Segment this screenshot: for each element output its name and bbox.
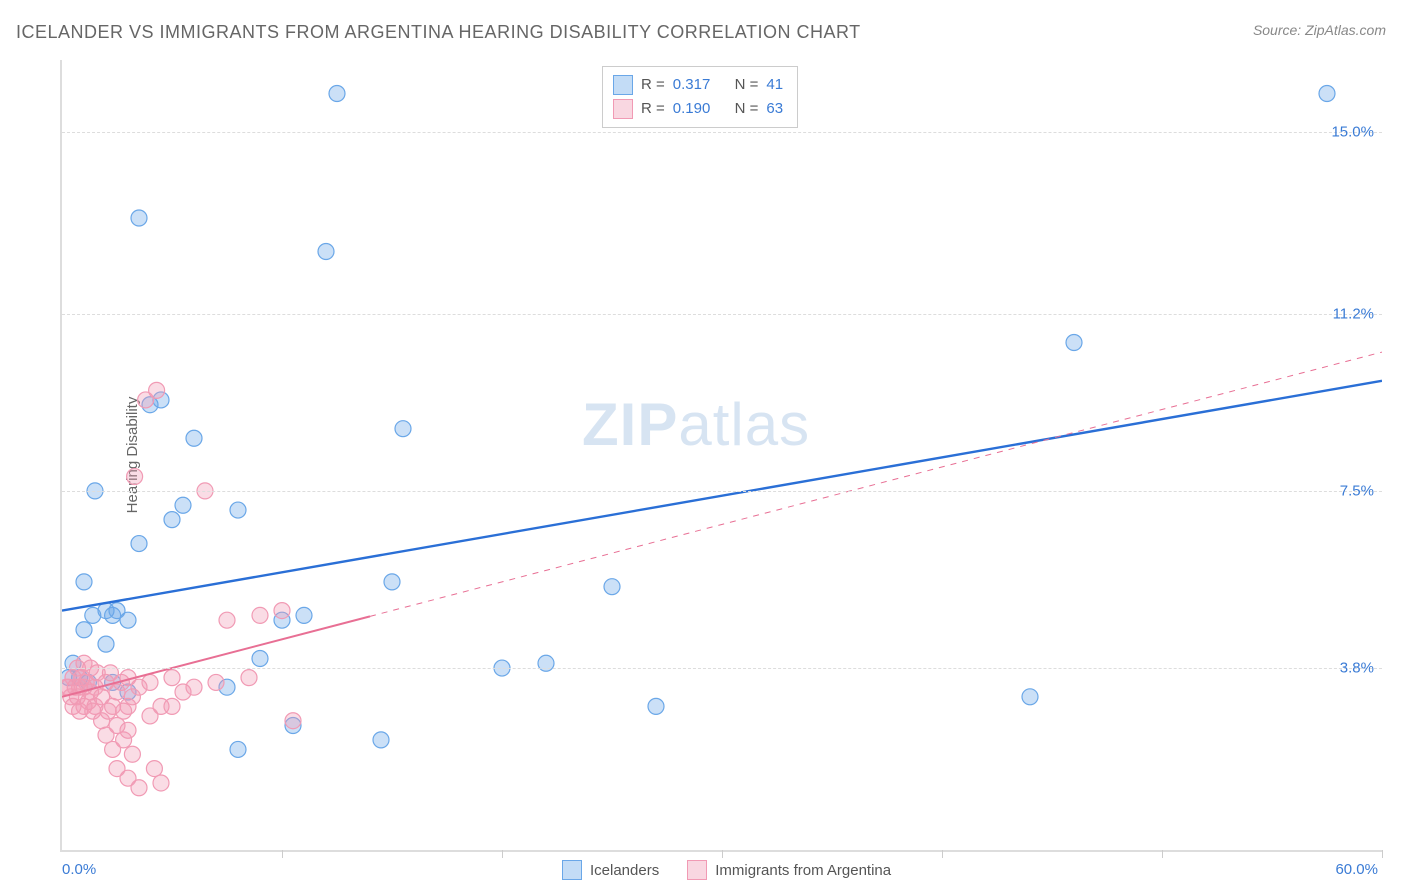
x-tick xyxy=(942,850,943,858)
scatter-point-icon xyxy=(76,622,92,638)
scatter-point-icon xyxy=(285,713,301,729)
scatter-point-icon xyxy=(175,497,191,513)
scatter-point-icon xyxy=(131,536,147,552)
scatter-point-icon xyxy=(153,775,169,791)
trend-line xyxy=(62,381,1382,611)
scatter-point-icon xyxy=(149,382,165,398)
x-tick xyxy=(1382,850,1383,858)
source-label: Source: ZipAtlas.com xyxy=(1253,22,1386,38)
n-label: N = xyxy=(735,73,759,97)
scatter-point-icon xyxy=(1319,86,1335,102)
legend-series: Icelanders Immigrants from Argentina xyxy=(562,860,891,880)
scatter-point-icon xyxy=(219,612,235,628)
scatter-point-icon xyxy=(296,607,312,623)
scatter-point-icon xyxy=(252,607,268,623)
swatch-icelanders-icon xyxy=(562,860,582,880)
scatter-point-icon xyxy=(329,86,345,102)
r-label: R = xyxy=(641,97,665,121)
gridline xyxy=(62,668,1382,669)
x-tick xyxy=(282,850,283,858)
legend-item-icelanders: Icelanders xyxy=(562,860,659,880)
y-tick-label: 7.5% xyxy=(1340,482,1374,499)
n-value-1: 63 xyxy=(766,97,783,121)
scatter-point-icon xyxy=(241,670,257,686)
scatter-point-icon xyxy=(373,732,389,748)
r-value-0: 0.317 xyxy=(673,73,711,97)
scatter-point-icon xyxy=(604,579,620,595)
chart-svg xyxy=(62,60,1382,850)
chart-title: ICELANDER VS IMMIGRANTS FROM ARGENTINA H… xyxy=(16,22,861,43)
y-tick-label: 15.0% xyxy=(1331,123,1374,140)
swatch-icelanders-icon xyxy=(613,75,633,95)
x-tick xyxy=(722,850,723,858)
gridline xyxy=(62,314,1382,315)
n-label: N = xyxy=(735,97,759,121)
legend-label-1: Immigrants from Argentina xyxy=(715,862,891,879)
legend-item-argentina: Immigrants from Argentina xyxy=(687,860,891,880)
scatter-point-icon xyxy=(1066,334,1082,350)
scatter-point-icon xyxy=(1022,689,1038,705)
scatter-point-icon xyxy=(131,210,147,226)
scatter-point-icon xyxy=(164,670,180,686)
scatter-point-icon xyxy=(120,612,136,628)
scatter-point-icon xyxy=(131,780,147,796)
legend-stats-row-1: R = 0.190 N = 63 xyxy=(613,97,783,121)
scatter-point-icon xyxy=(230,502,246,518)
scatter-point-icon xyxy=(274,603,290,619)
x-tick xyxy=(502,850,503,858)
scatter-point-icon xyxy=(230,741,246,757)
scatter-point-icon xyxy=(395,421,411,437)
gridline xyxy=(62,491,1382,492)
x-axis-label: 60.0% xyxy=(1335,861,1378,878)
swatch-argentina-icon xyxy=(687,860,707,880)
legend-label-0: Icelanders xyxy=(590,862,659,879)
scatter-point-icon xyxy=(142,674,158,690)
scatter-point-icon xyxy=(76,574,92,590)
scatter-point-icon xyxy=(98,636,114,652)
y-tick-label: 3.8% xyxy=(1340,660,1374,677)
legend-stats: R = 0.317 N = 41 R = 0.190 N = 63 xyxy=(602,66,798,128)
scatter-point-icon xyxy=(186,430,202,446)
scatter-point-icon xyxy=(318,244,334,260)
x-tick xyxy=(1162,850,1163,858)
r-value-1: 0.190 xyxy=(673,97,711,121)
scatter-point-icon xyxy=(127,469,143,485)
scatter-point-icon xyxy=(124,746,140,762)
scatter-point-icon xyxy=(164,512,180,528)
scatter-point-icon xyxy=(164,698,180,714)
scatter-point-icon xyxy=(384,574,400,590)
gridline xyxy=(62,132,1382,133)
x-axis-label: 0.0% xyxy=(62,861,96,878)
legend-stats-row-0: R = 0.317 N = 41 xyxy=(613,73,783,97)
swatch-argentina-icon xyxy=(613,99,633,119)
scatter-point-icon xyxy=(120,722,136,738)
scatter-point-icon xyxy=(648,698,664,714)
r-label: R = xyxy=(641,73,665,97)
trend-line-dashed xyxy=(370,352,1382,616)
n-value-0: 41 xyxy=(766,73,783,97)
scatter-point-icon xyxy=(252,650,268,666)
scatter-point-icon xyxy=(208,674,224,690)
scatter-point-icon xyxy=(186,679,202,695)
y-tick-label: 11.2% xyxy=(1333,305,1374,322)
scatter-point-icon xyxy=(146,761,162,777)
plot-area: Hearing Disability ZIPatlas R = 0.317 N … xyxy=(60,60,1382,852)
